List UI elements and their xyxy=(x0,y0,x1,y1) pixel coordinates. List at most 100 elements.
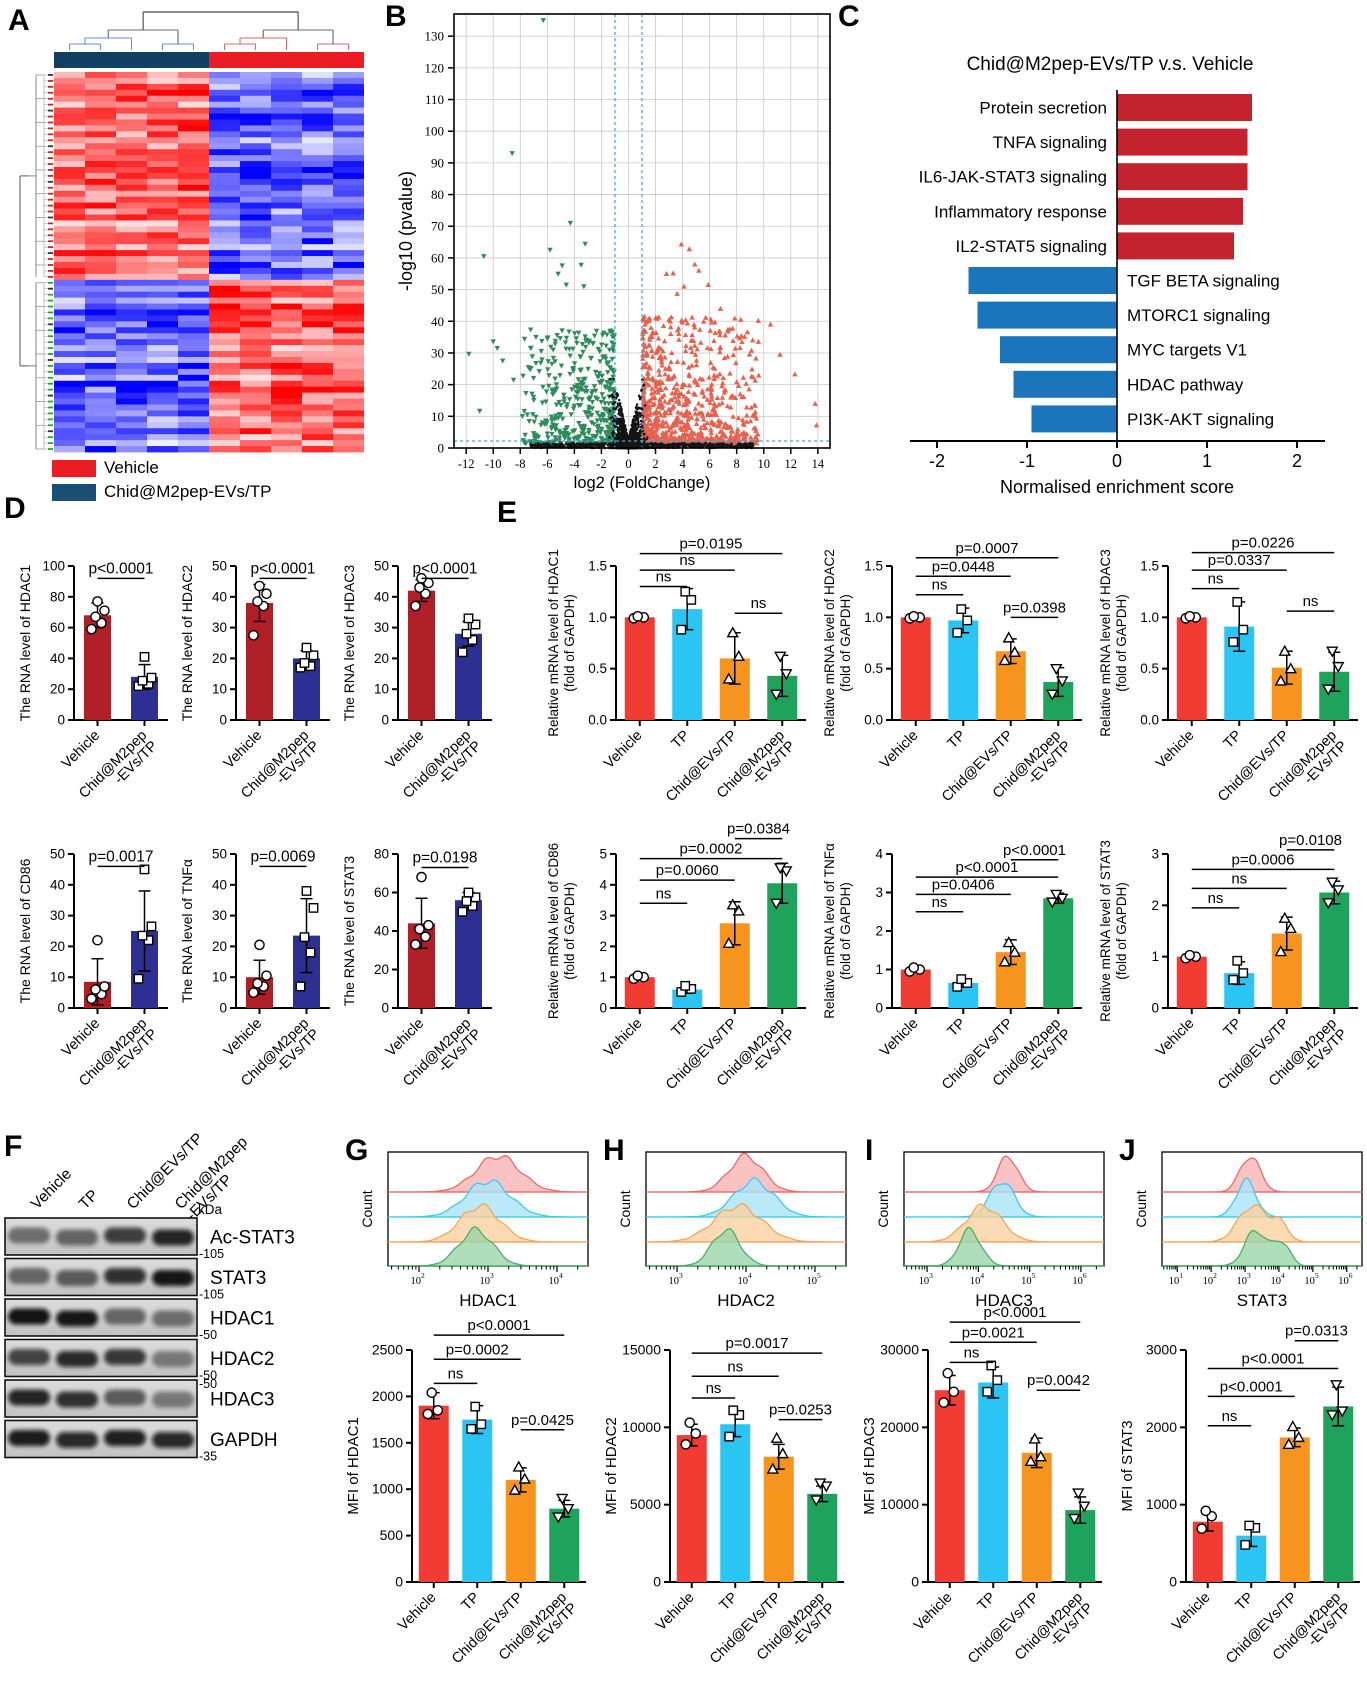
svg-text:p=0.0226: p=0.0226 xyxy=(1232,535,1295,552)
bar-chart: 0 1000 2000 3000 ns p<0.0001 p<0.0001 p=0.0313 V… xyxy=(1119,1323,1360,1667)
paneli-mfi-chart: 0 10000 20000 30000 ns p=0.0021 p<0.0001 p=0.00… xyxy=(861,1304,1102,1667)
svg-text:6: 6 xyxy=(1083,1271,1087,1280)
svg-text:The RNA level of TNFα: The RNA level of TNFα xyxy=(179,859,195,1003)
svg-text:2: 2 xyxy=(875,924,883,939)
svg-text:5: 5 xyxy=(1315,1271,1319,1280)
svg-text:60: 60 xyxy=(374,885,389,900)
svg-text:log2 (FoldChange): log2 (FoldChange) xyxy=(574,474,711,492)
svg-text:MFI of STAT3: MFI of STAT3 xyxy=(1119,1420,1136,1511)
svg-text:30: 30 xyxy=(212,620,227,635)
panel-label-h: H xyxy=(603,1134,625,1167)
svg-text:MFI of HDAC3: MFI of HDAC3 xyxy=(861,1417,878,1515)
svg-text:10: 10 xyxy=(1072,1276,1083,1287)
svg-text:p=0.0384: p=0.0384 xyxy=(727,821,790,838)
svg-text:Protein secretion: Protein secretion xyxy=(979,99,1107,118)
svg-text:30: 30 xyxy=(431,345,444,360)
svg-text:Count: Count xyxy=(617,1190,633,1227)
svg-text:p=0.0017: p=0.0017 xyxy=(88,848,153,865)
svg-text:HDAC pathway: HDAC pathway xyxy=(1127,375,1244,394)
svg-text:70: 70 xyxy=(431,219,444,234)
mrna-bar-chart-3: 0 1 2 3 4 5 ns p=0.0060 p=0.0002 p=0.0384 Vehicle T… xyxy=(546,821,806,1093)
svg-text:-50: -50 xyxy=(199,1369,217,1383)
svg-text:Vehicle: Vehicle xyxy=(28,1165,75,1212)
svg-text:8: 8 xyxy=(734,457,740,471)
svg-text:HDAC2: HDAC2 xyxy=(210,1349,274,1370)
svg-text:ns: ns xyxy=(706,1380,722,1397)
svg-text:p=0.0337: p=0.0337 xyxy=(1208,552,1271,569)
svg-text:4: 4 xyxy=(980,1271,984,1280)
svg-text:TNFA signaling: TNFA signaling xyxy=(993,133,1107,152)
svg-text:p=0.0198: p=0.0198 xyxy=(412,849,477,866)
svg-text:-2: -2 xyxy=(596,457,606,471)
svg-text:10: 10 xyxy=(738,1276,749,1287)
svg-text:10: 10 xyxy=(1237,1276,1248,1287)
svg-text:p=0.0448: p=0.0448 xyxy=(932,558,995,575)
svg-text:10: 10 xyxy=(970,1276,981,1287)
svg-text:1.5: 1.5 xyxy=(1140,559,1159,574)
svg-text:-105: -105 xyxy=(199,1247,224,1261)
svg-text:-2: -2 xyxy=(929,451,945,471)
svg-text:-12: -12 xyxy=(458,457,475,471)
svg-text:Vehicle: Vehicle xyxy=(1153,1016,1197,1060)
svg-text:2: 2 xyxy=(652,457,658,471)
svg-text:0: 0 xyxy=(57,713,65,728)
svg-text:90: 90 xyxy=(431,155,444,170)
svg-text:ns: ns xyxy=(1222,1408,1238,1425)
svg-text:1.5: 1.5 xyxy=(864,559,883,574)
svg-text:STAT3: STAT3 xyxy=(210,1268,266,1289)
svg-text:0: 0 xyxy=(381,1001,389,1016)
svg-text:50: 50 xyxy=(50,847,65,862)
svg-text:The RNA level of HDAC3: The RNA level of HDAC3 xyxy=(341,565,357,722)
svg-text:TP: TP xyxy=(459,1590,483,1614)
svg-text:10: 10 xyxy=(1203,1276,1214,1287)
panel-label-a: A xyxy=(8,4,30,37)
svg-text:5000: 5000 xyxy=(630,1496,661,1512)
svg-text:0.0: 0.0 xyxy=(588,713,607,728)
svg-text:100: 100 xyxy=(425,124,445,139)
svg-text:1.0: 1.0 xyxy=(588,610,607,625)
svg-text:0: 0 xyxy=(875,1001,883,1016)
svg-text:(fold of GAPDH): (fold of GAPDH) xyxy=(1114,882,1129,980)
bar-chart: 0 500 1000 1500 2000 2500 ns p=0.0002 p<0.0001 p=… xyxy=(345,1317,586,1667)
svg-text:10: 10 xyxy=(669,1276,680,1287)
svg-text:Normalised enrichment score: Normalised enrichment score xyxy=(1000,477,1234,497)
svg-text:30000: 30000 xyxy=(880,1342,919,1358)
legend-swatch-vehicle xyxy=(52,459,96,477)
svg-text:HDAC3: HDAC3 xyxy=(210,1390,274,1411)
svg-text:2: 2 xyxy=(1292,451,1302,471)
svg-text:0: 0 xyxy=(438,441,445,456)
svg-text:3: 3 xyxy=(929,1271,933,1280)
heatmap-legend: Vehicle Chid@M2pep-EVs/TP xyxy=(52,458,272,502)
svg-text:120: 120 xyxy=(425,60,445,75)
panel-label-g: G xyxy=(345,1134,369,1167)
svg-text:20: 20 xyxy=(374,962,389,977)
flow-histogram xyxy=(903,1151,1105,1267)
blot-strips: -105Ac-STAT3-105STAT3-50HDAC1-50HDAC2-50… xyxy=(4,1217,295,1464)
svg-text:p=0.0007: p=0.0007 xyxy=(956,540,1019,557)
svg-text:p=0.0021: p=0.0021 xyxy=(962,1324,1025,1341)
svg-text:MFI of HDAC2: MFI of HDAC2 xyxy=(603,1417,620,1515)
heatmap-cells xyxy=(54,72,364,453)
top-dendrogram xyxy=(68,11,350,50)
svg-text:PI3K-AKT signaling: PI3K-AKT signaling xyxy=(1127,410,1274,429)
svg-text:p=0.0002: p=0.0002 xyxy=(446,1341,509,1358)
svg-text:p=0.0406: p=0.0406 xyxy=(932,876,995,893)
svg-text:ns: ns xyxy=(1303,593,1319,610)
svg-text:p<0.0001: p<0.0001 xyxy=(468,1317,531,1334)
svg-text:Vehicle: Vehicle xyxy=(877,1016,921,1060)
svg-text:Vehicle: Vehicle xyxy=(221,728,265,772)
svg-text:10: 10 xyxy=(1021,1276,1032,1287)
svg-text:ns: ns xyxy=(656,885,672,902)
